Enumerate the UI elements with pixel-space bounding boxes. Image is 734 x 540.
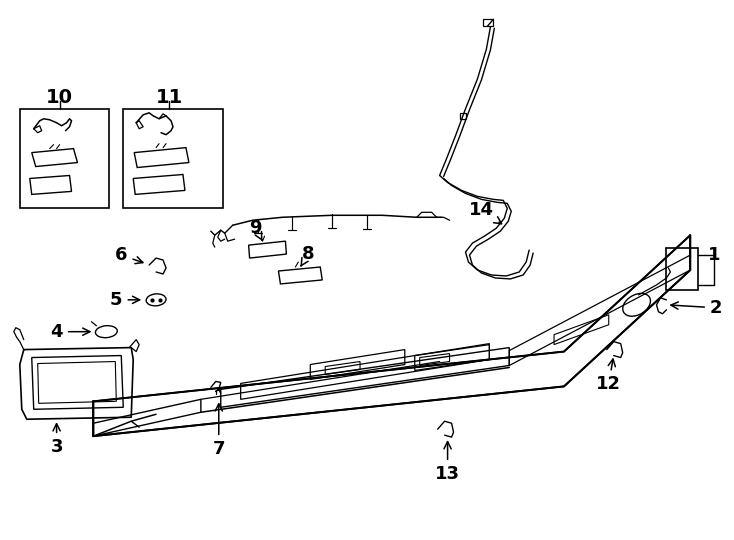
Text: 12: 12 [596,359,621,394]
Text: 2: 2 [671,299,722,317]
Text: 8: 8 [301,245,315,266]
Text: 13: 13 [435,442,460,483]
Text: 14: 14 [469,201,501,224]
Text: 7: 7 [213,404,225,458]
Text: 6: 6 [115,246,143,264]
Text: 9: 9 [250,219,262,240]
Text: 1: 1 [708,246,721,264]
Text: 5: 5 [110,291,139,309]
Text: 11: 11 [156,89,183,107]
Text: 4: 4 [51,323,90,341]
Text: 3: 3 [51,424,63,456]
Text: 10: 10 [46,89,73,107]
